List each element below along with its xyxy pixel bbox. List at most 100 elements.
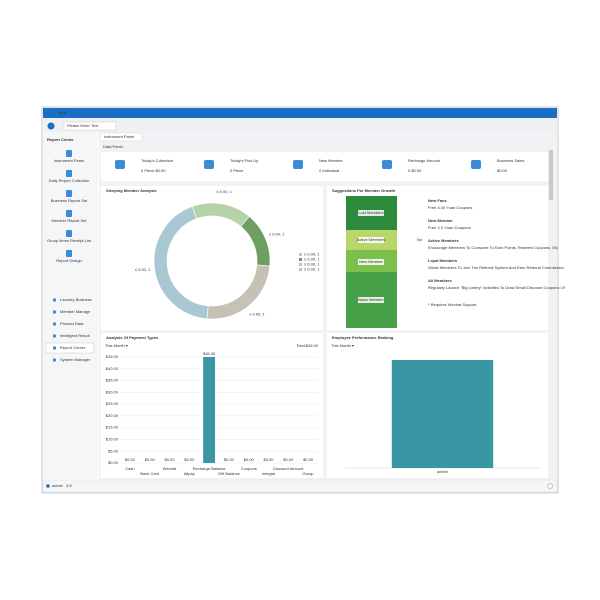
tip-text: Encourage Members To Consume To Earn Poi… [428,245,558,250]
stage-label-box [358,210,384,216]
tip-head: Active Members [428,238,459,243]
stat-icon [204,160,214,169]
stat-icon [115,160,125,169]
filter[interactable]: This Month ▾ [105,343,128,348]
stage-label: Basic Member [358,297,384,302]
value-label: $0.00 [164,457,175,462]
tab[interactable] [99,132,143,142]
menu-item[interactable]: Product Data [60,321,84,326]
stat-value: $0.00 [497,168,508,173]
panel-title: Data Panel [103,144,123,149]
toolbar [43,118,557,132]
menu-item[interactable]: Member Manage [60,309,91,314]
report-icon[interactable] [66,250,72,257]
panel-header: Sleeping Member Analysis [106,188,157,193]
stage-label: Active Members [357,237,386,242]
legend-label: ≤ 0.00, 1 [304,257,320,262]
panel-header: Analysis Of Payment Types [106,335,159,340]
scrollbar[interactable] [549,150,553,200]
report-icon[interactable] [66,190,72,197]
status-user: admin [52,483,63,488]
menu-item[interactable]: Intelligent Result [60,333,90,338]
segment-label: ≤ 0.00, 1 [249,312,265,317]
sidebar [43,132,98,480]
report-icon[interactable] [66,170,72,177]
menu-icon [53,298,56,302]
search-placeholder: Please Enter Text [67,123,99,128]
report-icon[interactable] [66,150,72,157]
menu-icon [53,310,56,314]
stage-label: Lost Members [358,210,383,215]
value-label: $45.00 [203,351,216,356]
user-icon [46,484,50,488]
tip-text: Guide Members To Join The Referral Syste… [428,265,564,270]
value-label: $0.00 [125,457,136,462]
logo[interactable] [47,122,55,130]
legend-swatch [299,268,302,271]
stat-icon [471,160,481,169]
note: * Requires Wechat Support [428,302,477,307]
stat-value: 0 Individual [319,168,339,173]
legend-label: ≤ 0.00, 1 [304,262,320,267]
report-link: Report Design [56,258,82,263]
x-tick-label: Bank Card [140,471,159,476]
report-link: Instrument Panel [54,158,84,163]
stage-label-box [358,297,384,303]
menu-icon [53,334,56,338]
donut-segment [153,206,209,320]
x-tick-label: Group [303,471,315,476]
status-version: 3.8 [66,483,72,488]
y-tick-label: $5.00 [108,448,119,453]
legend-label: ≤ 0.00, 1 [304,252,320,257]
help-icon[interactable] [547,483,553,489]
stat-value: 0 Piece $0.00 [141,168,166,173]
y-tick-label: $20.00 [106,413,119,418]
menu-icon [53,346,56,350]
search-box[interactable] [63,121,117,131]
stat-label: New Member [319,158,343,163]
menu-item[interactable]: Report Center [60,345,86,350]
x-tick-label: Gift Balance [218,471,241,476]
y-tick-label: $40.00 [106,366,119,371]
stat-value: 0 $0.00 [408,168,422,173]
stage-label-box [358,237,384,243]
report-icon[interactable] [66,230,72,237]
y-tick-label: $25.00 [106,401,119,406]
bar [203,357,216,463]
x-tick-label: Alipay [184,471,195,476]
y-tick-label: $35.00 [106,378,119,383]
y-tick-label: $30.00 [106,389,119,394]
filter[interactable]: This Month ▾ [331,343,354,348]
value-label: $0.00 [184,457,195,462]
segment-label: ≤ 0.00, 1 [135,267,151,272]
stat-label: Business Sales [497,158,524,163]
stage-label: New Member [359,259,383,264]
menu-selected [45,342,95,354]
stat-icon [293,160,303,169]
menu-item[interactable]: Laundry Business [60,297,92,302]
report-link: Business Report Set [51,198,88,203]
x-tick-label: Wechat [163,466,177,471]
arrow-label: No [417,237,423,242]
stat-value: 0 Piece [230,168,244,173]
tip-text: Free 3.30 Yuan Coupons [428,205,472,210]
report-icon[interactable] [66,210,72,217]
menu-item[interactable]: System Manager [60,357,91,362]
value-label: $0.00 [303,457,314,462]
title-bar [43,108,557,118]
y-tick-label: $10.00 [106,437,119,442]
legend-swatch [299,263,302,266]
tip-text: Free 3 X Yuan Coupons [428,225,471,230]
tip-head: Loyal Members [428,258,458,263]
menu-icon [53,322,56,326]
x-tick-label: Cash [125,466,134,471]
legend-swatch [299,258,302,261]
stat-label: Today's Pick Up [230,158,259,163]
legend-label: ≤ 0.00, 1 [304,267,320,272]
x-tick-label: admin [437,469,448,474]
panel-header: Suggestions For Member Growth [332,188,396,193]
stat-label: Today's Collection [141,158,173,163]
y-tick-label: $45.00 [106,354,119,359]
segment-label: ≤ 0.00, 1 [216,189,232,194]
